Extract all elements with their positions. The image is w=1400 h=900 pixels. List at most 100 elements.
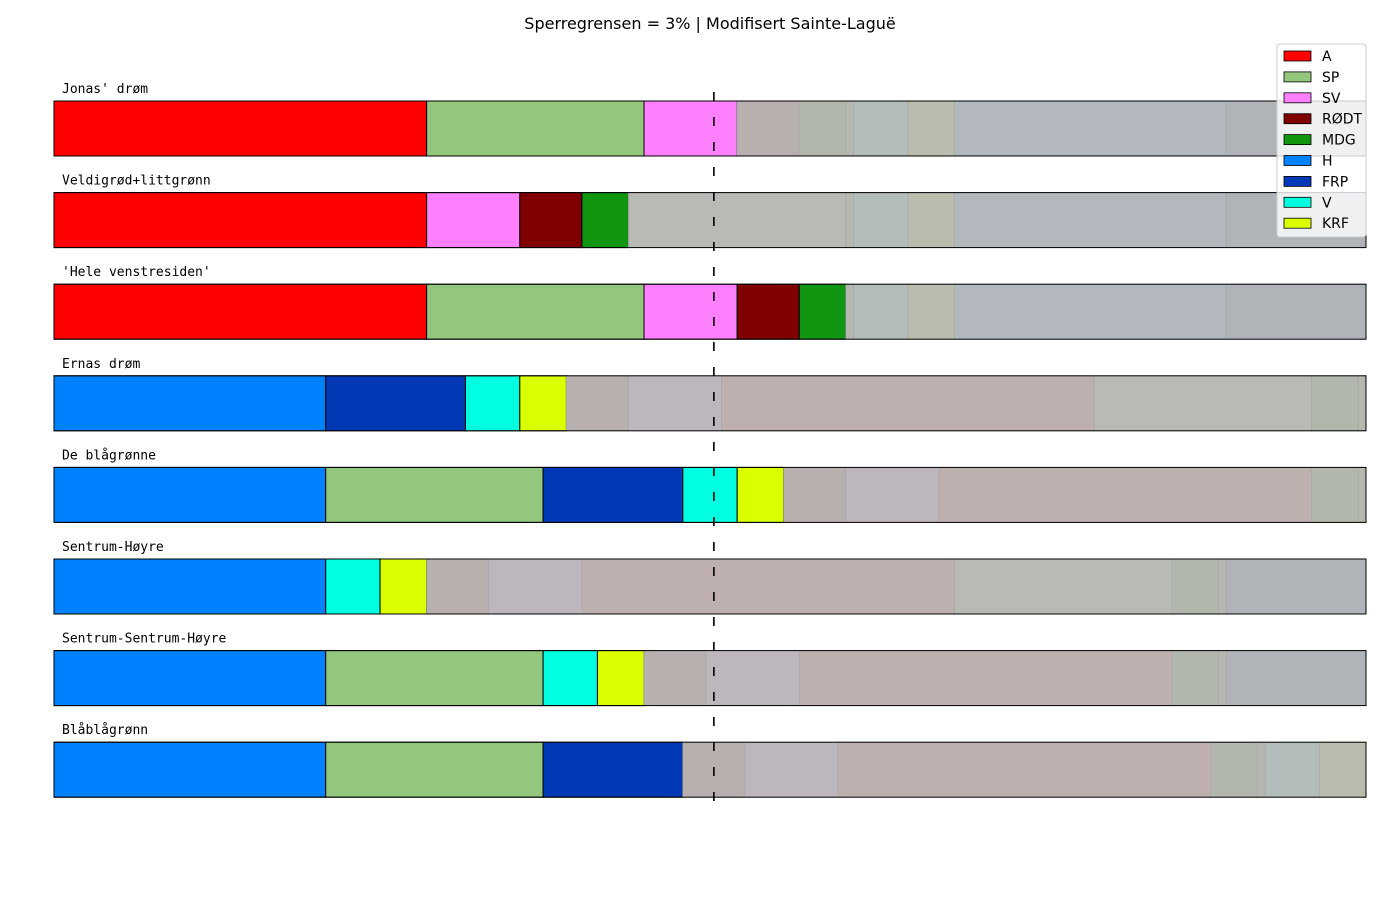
bar-segment-other (1218, 558, 1227, 615)
bar-segment-other (1171, 650, 1219, 706)
legend-swatch-h (1283, 155, 1312, 166)
bar-segment-frp (542, 741, 684, 798)
legend-box (1276, 43, 1367, 238)
bar-segment-sp (426, 100, 645, 157)
legend-swatch-frp (1283, 175, 1312, 187)
bar-segment-h (53, 375, 327, 432)
legend-swatch-krf (1283, 217, 1312, 229)
bar-segment-other (837, 741, 1212, 798)
bar-segment-other (938, 466, 1313, 523)
row-0: Jonas' drøm (53, 82, 1367, 157)
row-6: Sentrum-Sentrum-Høyre (53, 632, 1367, 707)
bar-segment-sp (325, 466, 544, 523)
bar-segment-other (565, 375, 629, 432)
bar-segment-sp (325, 650, 544, 707)
bar-segment-other (1319, 741, 1367, 798)
bar-segment-sv (643, 283, 738, 340)
bar-segment-other (798, 100, 847, 157)
bar-segment-krf (596, 650, 645, 707)
bar-segment-other (798, 650, 1173, 706)
bar-segment-frp (542, 466, 684, 523)
bar-segment-mdg (798, 283, 847, 340)
row-1: Veldigrød+littgrønn (53, 174, 1367, 249)
bar-segment-a (53, 100, 428, 157)
bar-segment-sp (426, 283, 645, 340)
bar-segment-sv (643, 100, 738, 157)
bar-segment-other (907, 283, 955, 340)
bar-segment-other (1357, 375, 1367, 432)
row-label: Ernas drøm (62, 357, 140, 372)
legend: A SP SV RØDT MDG H FRP V KRF (1276, 43, 1367, 238)
bar-segment-other (845, 192, 855, 249)
bar-segment-rødt (736, 283, 800, 340)
bar-segment-other (1264, 741, 1320, 798)
row-label: Sentrum-Høyre (62, 540, 164, 555)
bar-outline (53, 650, 1367, 707)
bar-segment-other (488, 558, 583, 615)
bar-segment-a (53, 192, 428, 249)
row-7: Blåblågrønn (53, 723, 1367, 798)
bar-outline (53, 741, 1367, 798)
bar-segment-v (542, 650, 598, 707)
bar-outline (53, 283, 1367, 340)
legend-label: A (1322, 49, 1332, 65)
bar-segment-other (643, 650, 707, 706)
legend-swatch-sp (1283, 71, 1312, 83)
bar-segment-sv (426, 192, 521, 249)
bar-segment-other (907, 192, 955, 249)
row-label: Jonas' drøm (62, 82, 148, 97)
bar-segment-other (1225, 558, 1367, 615)
bar-segment-other (721, 375, 1095, 432)
bar-segment-other (581, 558, 955, 615)
bar-segment-mdg (581, 192, 629, 249)
bar-segment-other (845, 466, 940, 523)
bar-segment-other (628, 375, 723, 432)
bar-segment-other (954, 192, 1227, 249)
bar-segment-other (783, 466, 847, 523)
bar-outline (53, 558, 1367, 615)
bar-segment-other (1210, 741, 1258, 798)
chart-rows: Jonas' drøm Veldigrød+littgrønn 'Hele vens… (53, 82, 1367, 798)
row-2: 'Hele venstresiden' (53, 265, 1367, 340)
legend-swatch-v (1283, 196, 1312, 208)
row-label: Sentrum-Sentrum-Høyre (62, 632, 227, 647)
legend-label: V (1322, 195, 1332, 211)
row-4: De blågrønne (53, 448, 1367, 523)
bar-segment-other (1218, 650, 1227, 706)
row-label: Veldigrød+littgrønn (62, 174, 211, 189)
bar-segment-other (853, 100, 909, 157)
legend-label: FRP (1322, 174, 1348, 190)
bar-segment-h (53, 558, 327, 615)
bar-outline (53, 466, 1367, 523)
bar-segment-other (1311, 466, 1359, 523)
bar-segment-other (1171, 558, 1219, 615)
chart-title: Sperregrensen = 3% | Modifisert Sainte-L… (524, 14, 895, 33)
bar-segment-a (53, 283, 428, 340)
bar-segment-other (1225, 283, 1367, 340)
row-3: Ernas drøm (53, 357, 1367, 432)
row-label: Blåblågrønn (62, 723, 148, 738)
legend-label: KRF (1322, 216, 1349, 232)
legend-label: H (1322, 154, 1333, 170)
bar-segment-krf (379, 558, 428, 615)
bar-segment-other (1357, 466, 1367, 523)
bar-segment-other (1256, 741, 1266, 798)
row-label: 'Hele venstresiden' (62, 265, 211, 280)
bar-segment-other (426, 558, 490, 615)
bar-segment-other (853, 283, 909, 340)
bar-segment-h (53, 741, 327, 798)
bar-segment-frp (325, 375, 466, 432)
legend-swatch-a (1283, 50, 1312, 62)
bar-segment-other (1311, 375, 1359, 432)
bar-segment-other (954, 558, 1173, 615)
bar-segment-other (705, 650, 800, 706)
bar-segment-krf (736, 466, 785, 523)
bar-segment-other (744, 741, 839, 798)
legend-label: MDG (1322, 133, 1356, 149)
bar-segment-other (1093, 375, 1313, 432)
row-label: De blågrønne (62, 448, 156, 463)
bar-segment-rødt (519, 192, 583, 249)
bar-segment-v (464, 375, 521, 432)
bar-segment-v (325, 558, 381, 615)
legend-swatch-rødt (1283, 113, 1312, 125)
